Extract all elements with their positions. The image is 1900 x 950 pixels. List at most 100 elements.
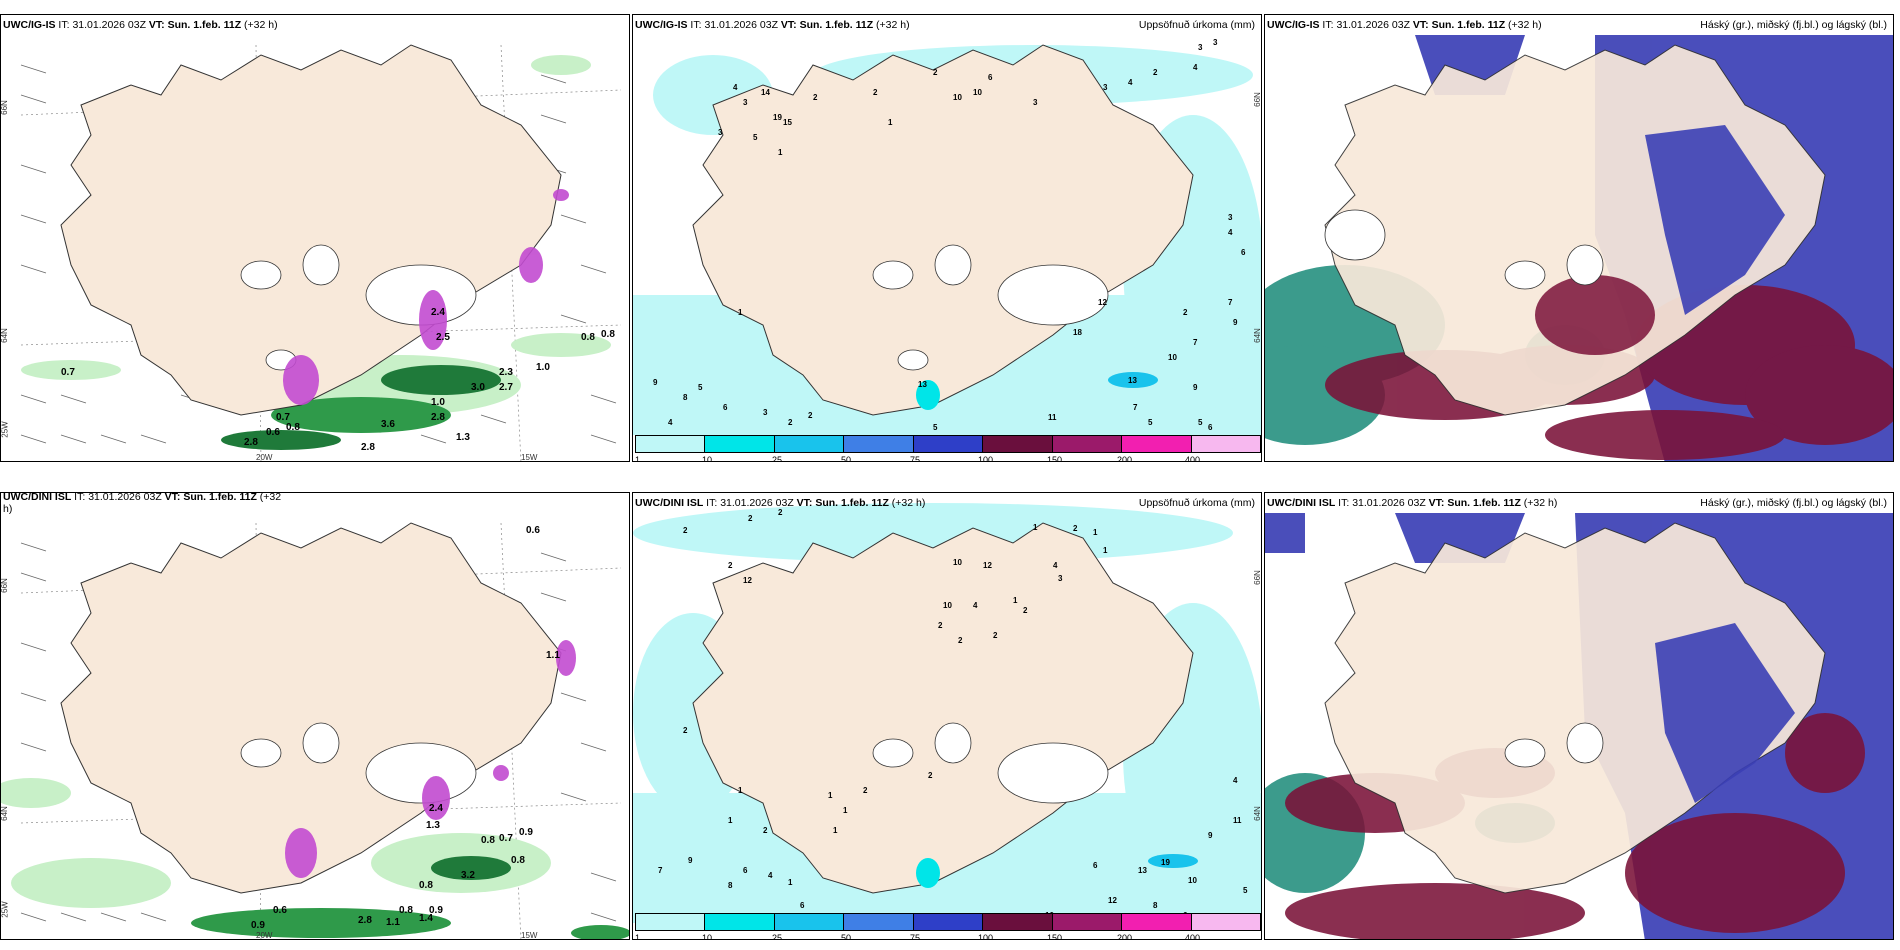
- value-label: 0.7: [61, 367, 75, 378]
- wind-map: 0.6 1.1 2.4 0.8 0.7 0.9 0.8 3.2 0.8 0.6 …: [1, 522, 629, 939]
- glaciers: [1504, 722, 1604, 768]
- value-label: 4: [1128, 78, 1133, 87]
- value-label: 9: [1208, 831, 1213, 840]
- value-label: 4: [973, 601, 978, 610]
- value-label: 10: [973, 88, 982, 97]
- value-label: 12: [1108, 896, 1117, 905]
- lat-label: 66N: [1253, 570, 1262, 585]
- value-label: 3.6: [381, 419, 395, 430]
- value-label: 1: [828, 791, 833, 800]
- colorbar-segment: [636, 914, 706, 930]
- colorbar-tick: 150: [1047, 455, 1063, 462]
- value-label: 1.4: [419, 913, 433, 924]
- colorbar-ticks: 1 10 25 50 75 100 150 200 400: [635, 454, 1259, 462]
- value-label: 10: [1168, 353, 1177, 362]
- value-label: 3.2: [461, 870, 475, 881]
- value-label: 13: [918, 380, 927, 389]
- colorbar-segment: [983, 436, 1053, 452]
- lat-label: 66N: [1253, 92, 1262, 107]
- value-label: 0.8: [399, 905, 413, 916]
- value-label: 0.6: [526, 525, 540, 536]
- value-label: 12: [983, 561, 992, 570]
- value-label: 1.0: [431, 397, 445, 408]
- colorbar-segment: [636, 436, 706, 452]
- value-label: 9: [653, 378, 658, 387]
- value-label: 2: [928, 771, 933, 780]
- value-label: 3: [1228, 213, 1233, 222]
- colorbar-tick: 400: [1185, 455, 1201, 462]
- value-label: 1: [833, 826, 838, 835]
- value-label: 1.1: [546, 650, 560, 661]
- colorbar-tick: 50: [841, 455, 852, 462]
- value-label: 2.4: [429, 803, 443, 814]
- value-label: 19: [773, 113, 782, 122]
- colorbar-segment: [705, 914, 775, 930]
- value-label: 2: [993, 631, 998, 640]
- value-label: 5: [698, 383, 703, 392]
- colorbar-tick: 10: [702, 933, 713, 940]
- value-label: 15: [783, 118, 792, 127]
- label-values: 0.7 0.8 0.8 1.0 2.4 3.0 2.7 2.3 1.0 0.7 …: [61, 307, 615, 453]
- wind-map: 0.7 0.8 0.8 1.0 2.4 3.0 2.7 2.3 1.0 0.7 …: [20, 44, 622, 461]
- panel-title: UWC/DINI ISL IT: 31.01.2026 03Z VT: Sun.…: [1267, 497, 1558, 509]
- panel-bottom-left-wind-map: UWC/DINI ISL IT: 31.01.2026 03Z VT: Sun.…: [0, 492, 630, 940]
- value-label: 2: [873, 88, 878, 97]
- value-label: 3: [743, 98, 748, 107]
- snow-magenta: [285, 640, 576, 878]
- lat-label: 25W: [0, 901, 10, 918]
- value-label: 8: [728, 881, 733, 890]
- value-label: 2.7: [499, 382, 513, 393]
- precip-dark-cyan: [1108, 372, 1158, 388]
- glaciers: [1324, 209, 1604, 290]
- colorbar-segment: [913, 914, 984, 930]
- value-label: 0.7: [499, 833, 513, 844]
- precip-map: 3 3 4 2 4 3 2 2 10 10 6 2 3 1 4 3 5 19 1…: [633, 38, 1261, 443]
- lat-label: 66N: [0, 100, 9, 115]
- value-label: 8: [1153, 901, 1158, 910]
- panel-top-mid-precip-map: UWC/IG-IS IT: 31.01.2026 03Z VT: Sun. 1.…: [632, 14, 1262, 462]
- value-label: 2: [958, 636, 963, 645]
- value-label: 7: [658, 866, 663, 875]
- value-label: 1: [888, 118, 893, 127]
- value-label: 4: [733, 83, 738, 92]
- value-label: 5: [1148, 418, 1153, 427]
- lat-label: 25W: [0, 421, 10, 438]
- colorbar-tick: 75: [910, 933, 921, 940]
- value-label: 9: [1233, 318, 1238, 327]
- value-label: 2: [1183, 308, 1188, 317]
- label-values: 3 3 4 2 4 3 2 2 10 10 6 2 3 1 4 3 5 19 1…: [653, 38, 1246, 443]
- value-label: 3: [1103, 83, 1108, 92]
- value-label: 6: [743, 866, 748, 875]
- colorbar-segment: [913, 436, 984, 452]
- value-label: 8: [683, 393, 688, 402]
- value-label: 6: [1241, 248, 1246, 257]
- value-label: 0.8: [286, 422, 300, 433]
- value-label: 1: [1013, 596, 1018, 605]
- value-label: 10: [1188, 876, 1197, 885]
- colorbar-tick: 100: [978, 933, 994, 940]
- value-label: 9: [1193, 383, 1198, 392]
- panel-title: UWC/IG-IS IT: 31.01.2026 03Z VT: Sun. 1.…: [1267, 19, 1542, 31]
- colorbar-segment: [1122, 914, 1192, 930]
- colorbar-tick: 200: [1117, 455, 1133, 462]
- lat-label: 64N: [0, 806, 9, 821]
- panel-bottom-mid-precip-map: UWC/DINI ISL IT: 31.01.2026 03Z VT: Sun.…: [632, 492, 1262, 940]
- colorbar-tick: 1: [635, 933, 641, 940]
- cloud-map: [1265, 35, 1893, 461]
- colorbar-tick: 25: [772, 455, 783, 462]
- cloud-over-land-maroon: [1535, 275, 1655, 355]
- value-label: 2: [683, 526, 688, 535]
- value-label: 0.6: [273, 905, 287, 916]
- glaciers: [240, 722, 477, 804]
- value-label: 11: [1048, 413, 1057, 422]
- lat-label: 66N: [0, 578, 9, 593]
- value-label: 2: [813, 93, 818, 102]
- lon-label: 15W: [521, 931, 538, 940]
- colorbar-tick: 50: [841, 933, 852, 940]
- cloud-over-land: [1645, 125, 1785, 315]
- colorbar-tick: 75: [910, 455, 921, 462]
- lat-label: 64N: [0, 328, 9, 343]
- value-label: 1: [1103, 546, 1108, 555]
- value-label: 19: [1161, 858, 1170, 867]
- value-label: 6: [1093, 861, 1098, 870]
